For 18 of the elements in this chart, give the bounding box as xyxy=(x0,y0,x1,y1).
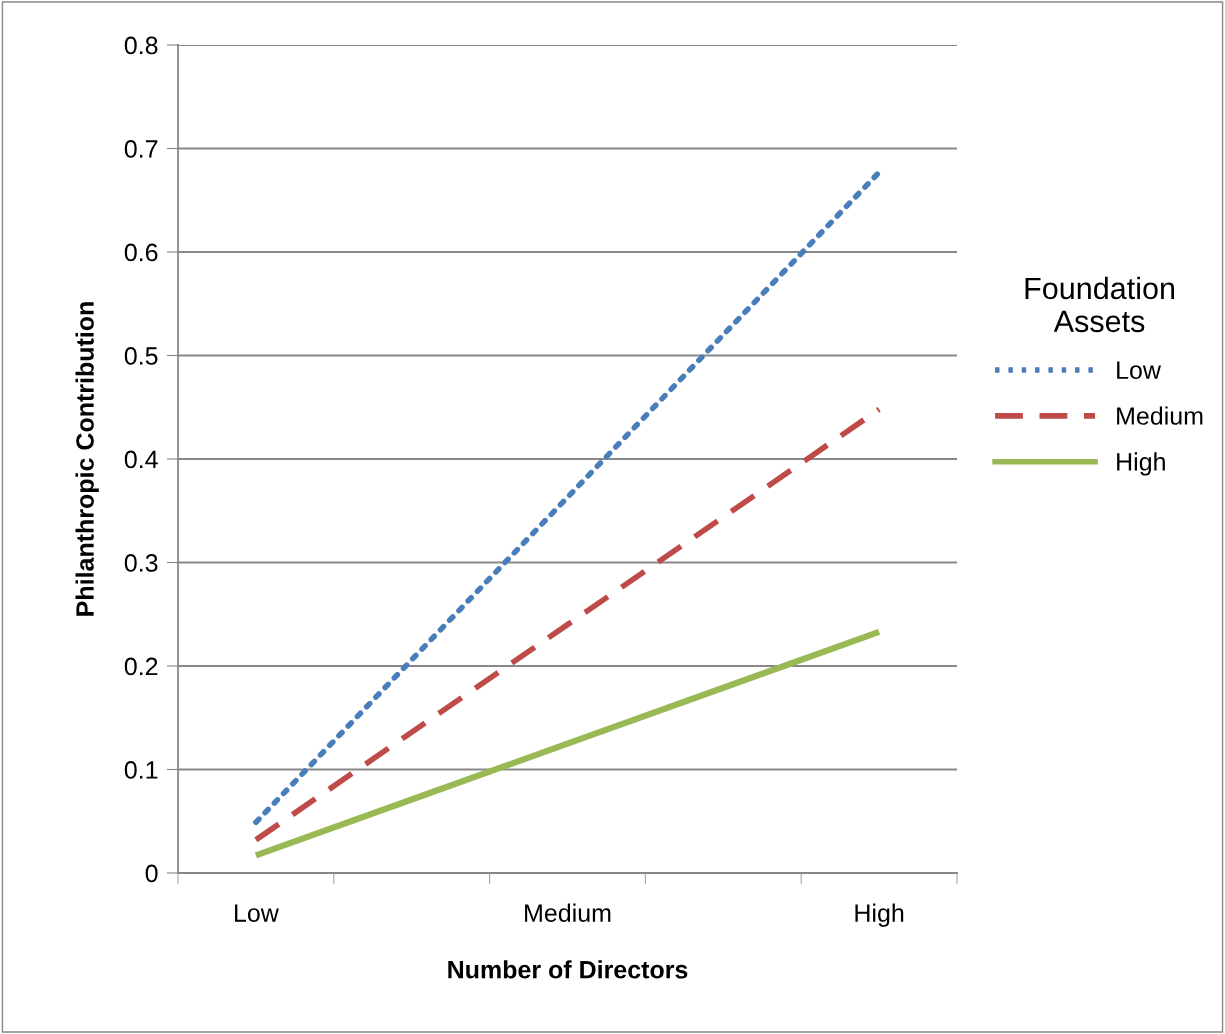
y-tick-label: 0.3 xyxy=(124,554,158,572)
x-tick-label: Medium xyxy=(525,903,611,922)
y-axis-title: Philanthropic Contribution xyxy=(75,302,99,616)
y-tick-label: 0.6 xyxy=(124,243,158,262)
y-tick-label: 0.7 xyxy=(124,140,158,158)
y-tick-label: 0 xyxy=(145,864,158,883)
x-tick-label: High xyxy=(855,903,904,927)
y-tick-label: 0.4 xyxy=(124,450,158,469)
y-tick-label: 0.1 xyxy=(124,761,158,779)
y-tick-label: 0.5 xyxy=(124,347,158,365)
y-tick-label: 0.2 xyxy=(124,657,158,676)
legend-label: High xyxy=(1117,452,1165,476)
legend-label: Low xyxy=(1117,361,1161,380)
legend-label: Medium xyxy=(1117,406,1203,425)
x-axis-title: Number of Directors xyxy=(448,960,688,979)
x-tick-label: Low xyxy=(235,904,279,922)
y-tick-label: 0.8 xyxy=(124,36,158,55)
legend-title: Foundation Assets xyxy=(1025,276,1175,333)
